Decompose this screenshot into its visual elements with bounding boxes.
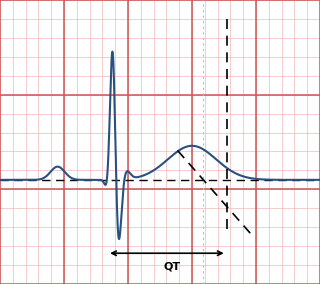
Text: QT: QT <box>163 262 180 272</box>
